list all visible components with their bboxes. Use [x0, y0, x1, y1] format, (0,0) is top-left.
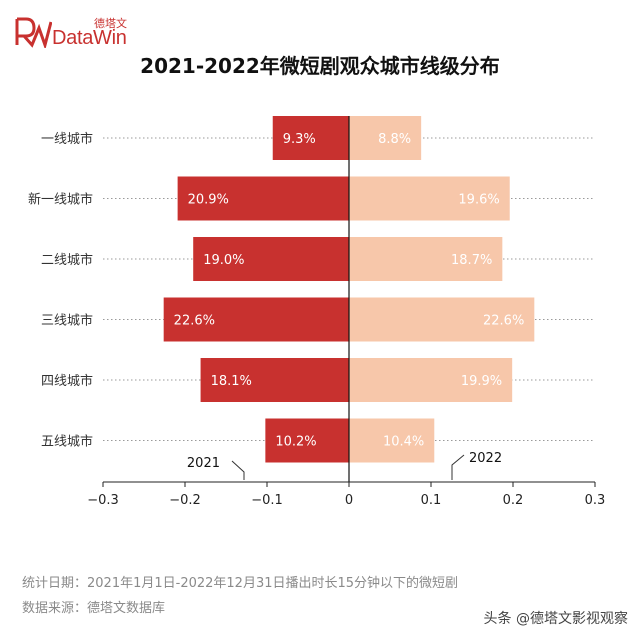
category-label: 三线城市 — [41, 313, 93, 329]
bar-2022 — [349, 418, 435, 463]
bar-2022 — [349, 176, 510, 221]
data-label: 8.8% — [378, 132, 411, 147]
category-label: 新一线城市 — [28, 192, 93, 208]
logo-chinese-name: 德塔文 — [94, 17, 127, 30]
bar-2021 — [193, 237, 349, 281]
data-label: 22.6% — [483, 314, 524, 329]
x-tick-label: −0.3 — [87, 493, 119, 508]
data-label: 10.2% — [275, 435, 316, 450]
data-label: 18.7% — [451, 253, 492, 268]
logo-mark — [15, 17, 53, 51]
data-label: 18.1% — [211, 374, 252, 389]
datawin-logo: 德塔文 DataWin — [14, 14, 134, 51]
bar-2021 — [177, 176, 349, 221]
bar-2022 — [349, 358, 513, 402]
bar-2021 — [265, 418, 349, 463]
bar-2021 — [272, 116, 349, 160]
legend-2022-leader — [451, 454, 465, 480]
data-label: 19.6% — [458, 193, 499, 208]
legend-2022-label: 2022 — [469, 451, 502, 466]
data-label: 10.4% — [383, 435, 424, 450]
category-label: 一线城市 — [41, 131, 93, 147]
data-label: 19.0% — [203, 253, 244, 268]
data-label: 9.3% — [283, 132, 316, 147]
data-label: 22.6% — [174, 314, 215, 329]
footnote-period: 统计日期：2021年1月1日-2022年12月31日播出时长15分钟以下的微短剧 — [22, 576, 459, 591]
data-label: 19.9% — [461, 374, 502, 389]
bar-2022 — [349, 237, 503, 281]
bar-2021 — [200, 358, 349, 402]
watermark: 头条 @德塔文影视观察 — [483, 611, 628, 627]
footnote-source: 数据来源：德塔文数据库 — [22, 601, 166, 616]
x-tick-label: −0.1 — [251, 493, 283, 508]
bar-2021 — [163, 297, 349, 342]
data-label: 20.9% — [188, 193, 229, 208]
category-label: 二线城市 — [41, 252, 93, 268]
legend-2021-label: 2021 — [187, 456, 220, 471]
x-tick-label: −0.2 — [169, 493, 201, 508]
bar-2022 — [349, 116, 422, 160]
category-label: 四线城市 — [41, 373, 93, 389]
x-tick-label: 0.3 — [585, 493, 606, 508]
x-tick-label: 0 — [345, 493, 353, 508]
bar-2022 — [349, 297, 535, 342]
x-tick-label: 0.1 — [421, 493, 442, 508]
legend-2021-leader — [231, 460, 245, 480]
x-tick-label: 0.2 — [503, 493, 524, 508]
logo-brand-name: DataWin — [52, 27, 127, 49]
chart-title: 2021-2022年微短剧观众城市线级分布 — [140, 54, 500, 78]
category-label: 五线城市 — [41, 434, 93, 450]
